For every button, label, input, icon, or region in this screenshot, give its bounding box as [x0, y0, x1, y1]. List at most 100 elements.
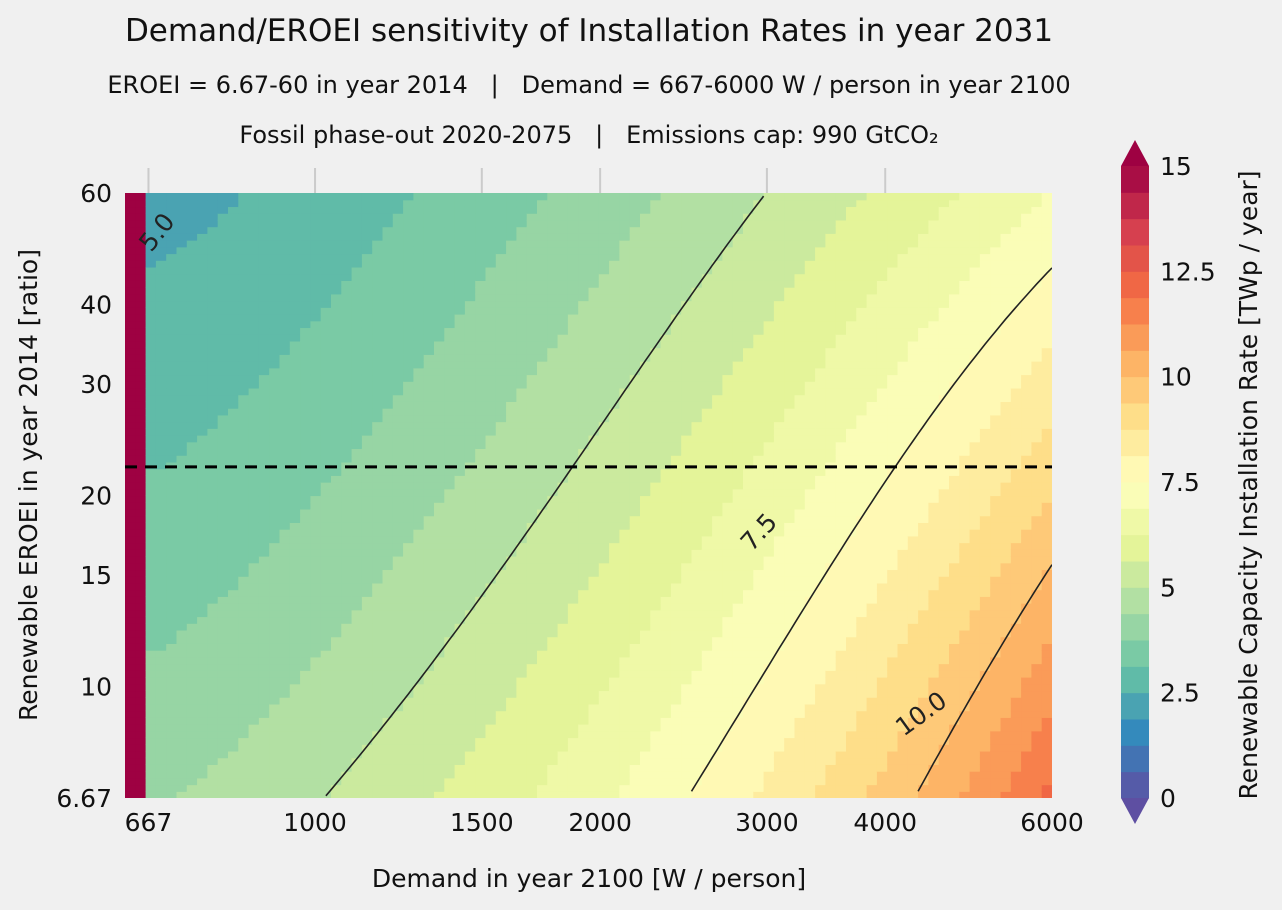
contour-fill-cell — [598, 488, 610, 497]
contour-fill-cell — [506, 488, 517, 497]
contour-fill-cell — [598, 535, 610, 544]
contour-fill-cell — [629, 529, 641, 537]
contour-fill-cell — [361, 562, 373, 571]
contour-fill-cell — [537, 273, 548, 281]
contour-fill-cell — [629, 488, 641, 497]
contour-fill-cell — [557, 636, 569, 644]
contour-fill-cell — [619, 441, 631, 450]
contour-fill-cell — [145, 596, 157, 604]
contour-fill-cell — [382, 764, 394, 772]
contour-fill-cell — [640, 515, 651, 523]
contour-fill-cell — [691, 542, 703, 550]
contour-fill-cell — [331, 777, 342, 786]
contour-fill-cell — [413, 515, 425, 523]
contour-fill-cell — [629, 408, 641, 416]
contour-fill-cell — [495, 253, 507, 261]
contour-fill-cell — [217, 777, 229, 786]
contour-fill-cell — [217, 636, 229, 644]
contour-fill-cell — [176, 246, 188, 255]
contour-fill-cell — [217, 461, 229, 470]
contour-fill-cell — [248, 730, 260, 739]
contour-fill-cell — [125, 556, 136, 564]
contour-fill-cell — [331, 576, 342, 584]
contour-fill-cell — [269, 650, 281, 658]
contour-fill-cell — [557, 206, 569, 214]
contour-fill-cell — [485, 421, 497, 429]
contour-fill-cell — [300, 683, 311, 692]
contour-fill-cell — [547, 280, 559, 288]
contour-fill-cell — [434, 616, 445, 624]
contour-fill-cell — [660, 381, 672, 389]
contour-fill-cell — [125, 616, 136, 624]
contour-fill-cell — [557, 556, 569, 564]
contour-fill-cell — [145, 690, 157, 698]
contour-fill-cell — [640, 502, 651, 510]
contour-fill-cell — [578, 771, 590, 779]
contour-fill-cell — [228, 226, 239, 234]
contour-fill-cell — [341, 656, 353, 665]
contour-fill-cell — [351, 280, 363, 288]
contour-fill-cell — [578, 777, 590, 786]
contour-fill-cell — [485, 650, 497, 658]
contour-fill-cell — [228, 280, 239, 288]
contour-fill-cell — [526, 300, 538, 308]
contour-fill-cell — [351, 314, 363, 322]
contour-fill-cell — [310, 757, 322, 765]
contour-fill-cell — [629, 314, 641, 322]
contour-fill-cell — [403, 703, 414, 712]
contour-fill-cell — [557, 710, 569, 718]
contour-fill-cell — [619, 273, 631, 281]
contour-fill-cell — [135, 408, 147, 416]
contour-fill-cell — [629, 381, 641, 389]
contour-fill-cell — [475, 226, 487, 234]
contour-fill-cell — [547, 582, 559, 591]
contour-fill-cell — [598, 320, 610, 329]
contour-fill-cell — [506, 448, 517, 456]
contour-fill-cell — [392, 502, 404, 510]
contour-fill-cell — [537, 522, 548, 530]
contour-fill-cell — [588, 414, 600, 423]
contour-fill-cell — [588, 327, 600, 335]
contour-fill-cell — [228, 542, 239, 550]
contour-fill-cell — [310, 744, 322, 752]
contour-fill-cell — [526, 643, 538, 651]
contour-fill-cell — [454, 663, 466, 671]
contour-fill-cell — [681, 670, 693, 678]
contour-fill-cell — [650, 280, 662, 288]
contour-fill-cell — [279, 213, 291, 221]
contour-fill-cell — [392, 334, 404, 342]
contour-fill-cell — [279, 724, 291, 732]
contour-fill-cell — [392, 461, 404, 470]
contour-fill-cell — [650, 374, 662, 382]
contour-fill-cell — [166, 710, 178, 718]
contour-fill-cell — [197, 703, 208, 712]
contour-fill-cell — [238, 226, 250, 234]
contour-fill-cell — [135, 206, 147, 214]
contour-fill-cell — [485, 710, 497, 718]
contour-fill-cell — [526, 703, 538, 712]
contour-fill-cell — [289, 556, 301, 564]
contour-fill-cell — [238, 287, 250, 295]
contour-fill-cell — [547, 394, 559, 402]
contour-fill-cell — [176, 347, 188, 355]
contour-fill-cell — [598, 556, 610, 564]
contour-fill-cell — [176, 750, 188, 759]
contour-fill-cell — [351, 650, 363, 658]
contour-fill-cell — [423, 226, 435, 234]
contour-fill-cell — [650, 643, 662, 651]
contour-fill-cell — [588, 266, 600, 275]
contour-fill-cell — [279, 347, 291, 355]
contour-fill-cell — [434, 233, 445, 241]
contour-fill-cell — [495, 703, 507, 712]
contour-fill-cell — [506, 455, 517, 463]
contour-fill-cell — [516, 394, 528, 402]
contour-fill-cell — [567, 703, 579, 712]
contour-fill-cell — [609, 273, 620, 281]
contour-fill-cell — [300, 246, 311, 255]
contour-fill-cell — [372, 643, 384, 651]
contour-fill-cell — [155, 603, 167, 611]
contour-fill-cell — [464, 663, 476, 671]
contour-fill-cell — [609, 421, 620, 429]
contour-fill-cell — [228, 347, 239, 355]
contour-fill-cell — [434, 226, 445, 234]
